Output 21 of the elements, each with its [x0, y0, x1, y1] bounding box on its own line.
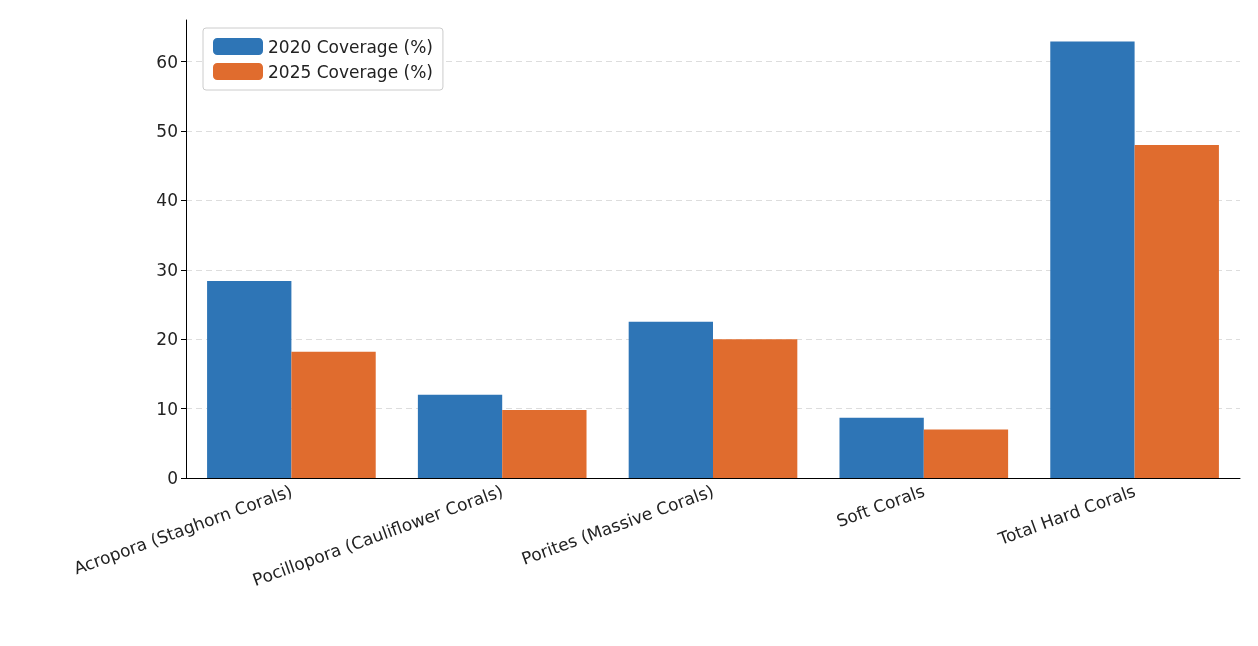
bar: [502, 409, 587, 478]
y-tick-label: 0: [167, 468, 178, 488]
bar: [1134, 144, 1219, 478]
bar: [291, 351, 376, 478]
legend-label: 2020 Coverage (%): [268, 36, 433, 57]
bar: [628, 321, 713, 478]
bar: [1050, 41, 1135, 478]
y-tick-label: 50: [156, 121, 178, 142]
y-tick-label: 10: [156, 398, 178, 419]
y-tick-label: 20: [156, 329, 178, 350]
bar: [923, 429, 1009, 478]
legend-label: 2025 Coverage (%): [268, 61, 433, 82]
x-tick-label: Total Hard Corals: [994, 480, 1139, 550]
bar: [417, 394, 503, 478]
bar: [713, 339, 798, 478]
y-tick-label: 60: [156, 51, 178, 72]
y-tick-label: 40: [156, 190, 178, 211]
bar: [207, 280, 292, 478]
y-tick-label: 30: [156, 259, 178, 280]
x-tick-label: Soft Corals: [833, 480, 928, 531]
bar: [839, 417, 924, 478]
